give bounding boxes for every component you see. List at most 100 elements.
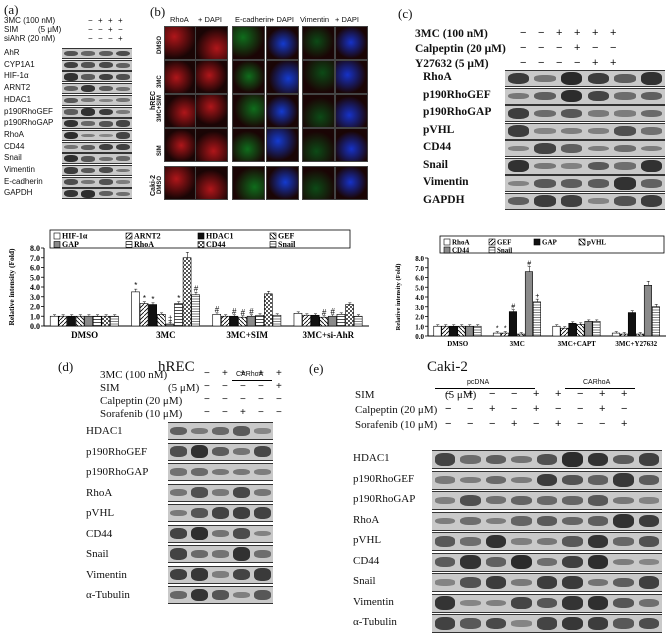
bar	[619, 333, 628, 337]
micrograph-header: + DAPI	[198, 15, 222, 24]
blot-band	[639, 514, 660, 528]
treatment-sign: +	[533, 388, 540, 400]
treatment-label: Calpeptin (20 μM)	[355, 404, 438, 416]
treatment-sign: −	[445, 403, 452, 415]
blot-band	[254, 445, 271, 458]
bar	[627, 312, 636, 337]
micrograph-tile	[302, 26, 335, 60]
blot-band	[613, 537, 634, 546]
blot-band	[434, 453, 455, 466]
blot-strip	[432, 532, 662, 551]
bar	[584, 321, 593, 337]
blot-band	[536, 515, 558, 527]
blot-band	[561, 89, 583, 103]
blot-band	[507, 145, 529, 152]
blot-label: p190RhoGAP	[423, 106, 492, 118]
blot-label: Vimentin	[86, 568, 127, 581]
treatment-sign: −	[489, 418, 496, 430]
blot-band	[63, 86, 78, 92]
blot-strip	[432, 614, 662, 633]
treatment-sign: +	[511, 418, 518, 430]
blot-band	[170, 468, 187, 476]
blot-band	[639, 559, 660, 565]
blot-label: p190RhoGAP	[4, 118, 54, 128]
treatment-sign: −	[489, 388, 496, 400]
blot-band	[485, 517, 507, 525]
blot-band	[170, 568, 187, 581]
treatment-label: 3MC (100 nM)	[4, 16, 56, 25]
blot-label: pVHL	[353, 534, 382, 546]
blot-band	[63, 145, 78, 150]
blot-band	[587, 179, 609, 188]
bar	[101, 315, 111, 327]
blot-band	[170, 426, 187, 436]
bar	[524, 271, 533, 337]
bar	[328, 315, 337, 327]
treatment-sign: −	[520, 57, 527, 69]
y-tick-label: 6.0	[30, 264, 40, 273]
y-axis-label: Relative intensity (Fold)	[395, 264, 402, 331]
micrograph-tile	[335, 60, 368, 94]
blot-strip	[432, 511, 662, 531]
blot-band	[460, 555, 481, 569]
blot-band	[191, 444, 208, 459]
treatment-sign: −	[445, 388, 452, 400]
bar	[75, 315, 85, 327]
blot-band	[81, 51, 96, 56]
treatment-unit: (5 μM)	[38, 25, 62, 34]
bar	[433, 325, 442, 337]
blot-band	[254, 550, 271, 558]
blot-strip	[505, 192, 665, 210]
bar	[148, 304, 157, 327]
bar	[49, 315, 59, 327]
blot-label: ARNT2	[4, 83, 31, 93]
blot-band	[63, 61, 78, 69]
treatment-sign: −	[538, 27, 545, 39]
blot-band	[81, 85, 96, 93]
blot-band	[511, 455, 532, 464]
micrograph-tile	[266, 26, 299, 60]
blot-band	[212, 446, 229, 457]
panel-c-label: (c)	[398, 6, 413, 21]
micrograph-header: E-cadherin	[235, 15, 272, 24]
panel-d: (d) hREC CARhoA 3MC (100 nM) − + + + + SIM (5 μ…	[0, 355, 282, 607]
blot-band	[511, 516, 532, 526]
treatment-sign: −	[258, 394, 264, 405]
significance-mark: *	[134, 281, 137, 290]
blot-strip	[62, 176, 132, 188]
blot-label: CD44	[353, 554, 380, 567]
treatment-sign: −	[88, 16, 93, 25]
blot-band	[116, 180, 131, 184]
blot-band	[212, 550, 229, 558]
micrograph-tile	[302, 166, 335, 200]
y-tick-label: 6.0	[415, 275, 424, 283]
treatment-sign: +	[574, 42, 581, 54]
treatment-sign: +	[118, 16, 123, 25]
micrograph-tile	[335, 166, 368, 200]
significance-mark: *	[177, 294, 180, 303]
y-tick-label: 7.0	[415, 265, 424, 273]
treatment-unit: (5 μM)	[445, 389, 477, 401]
blot-band	[460, 455, 481, 464]
blot-strip	[505, 87, 665, 105]
treatment-sign: −	[538, 42, 545, 54]
micrograph-tile	[335, 26, 368, 60]
blot-band	[562, 596, 583, 610]
blot-band	[587, 161, 609, 171]
blot-strip	[62, 129, 132, 141]
blot-band	[511, 495, 532, 506]
blot-band	[116, 86, 131, 91]
micrograph-tile	[266, 128, 299, 162]
blot-band	[534, 109, 556, 118]
treatment-sign: −	[258, 381, 264, 392]
micrograph-tile	[195, 166, 228, 200]
blot-band	[561, 163, 583, 169]
significance-mark: #	[232, 307, 237, 316]
treatment-sign: −	[258, 407, 264, 418]
blot-band	[587, 90, 609, 102]
treatment-sign: −	[610, 42, 617, 54]
blot-band	[641, 127, 663, 135]
treatment-sign: −	[467, 403, 474, 415]
blot-band	[116, 143, 131, 151]
treatment-sign: −	[574, 57, 581, 69]
